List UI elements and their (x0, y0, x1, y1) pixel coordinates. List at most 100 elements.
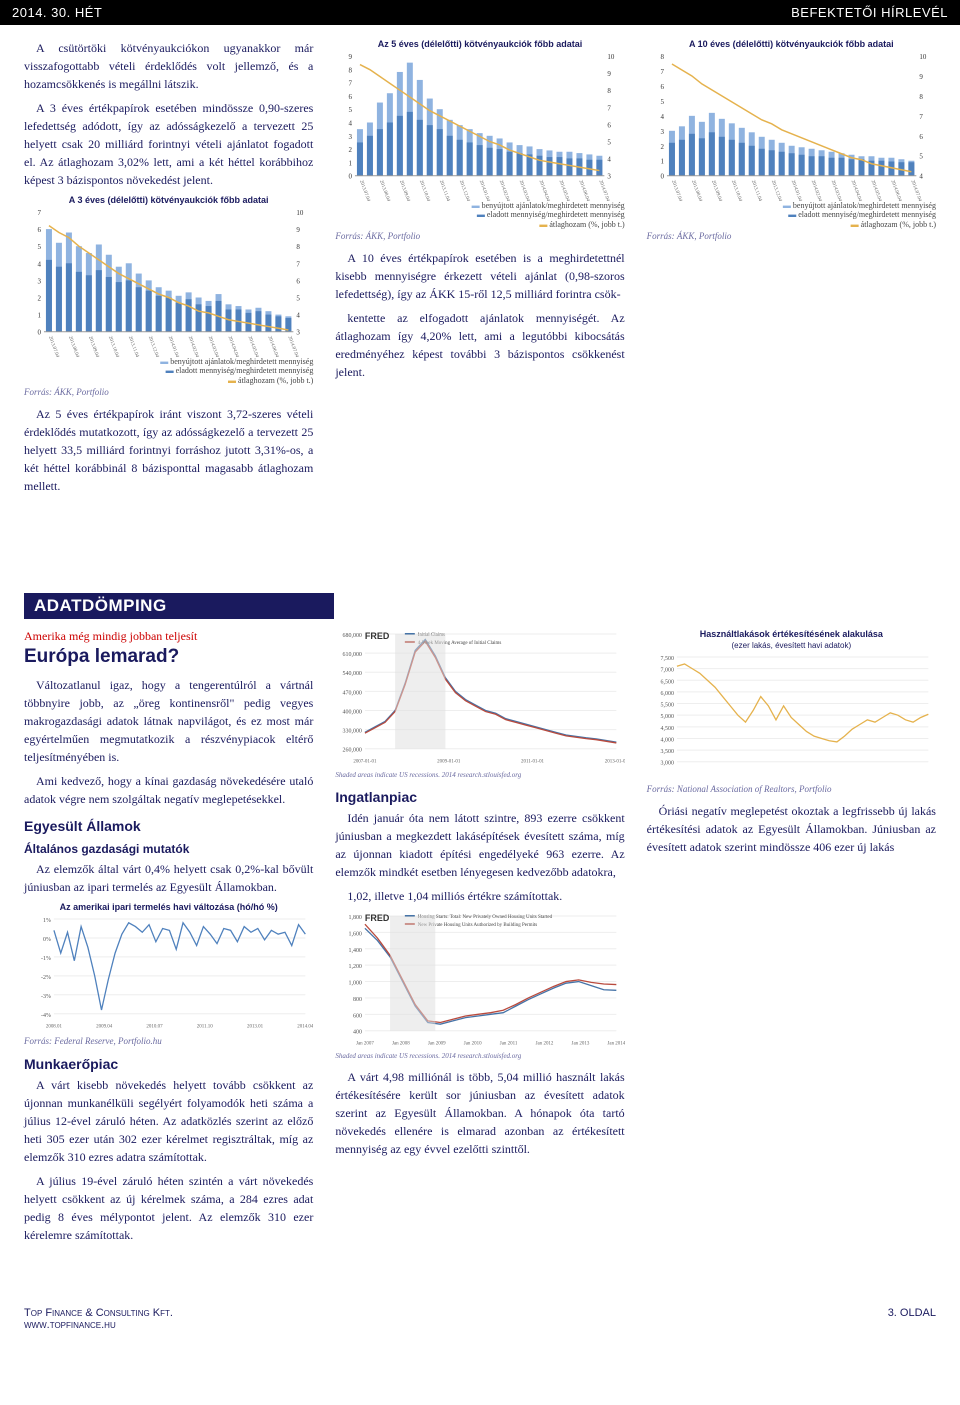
svg-text:4,000: 4,000 (660, 737, 673, 743)
chart-ipari-source: Forrás: Federal Reserve, Portfolio.hu (24, 1036, 313, 1046)
svg-text:2013.11.04: 2013.11.04 (127, 336, 139, 357)
svg-text:2014.05.04: 2014.05.04 (247, 336, 260, 357)
kicker: Amerika még mindig jobban teljesít (24, 629, 313, 644)
svg-text:6: 6 (919, 133, 923, 141)
svg-text:5: 5 (660, 98, 664, 106)
svg-text:2013.08.04: 2013.08.04 (690, 180, 703, 201)
bottom-columns: Amerika még mindig jobban teljesít Európ… (24, 629, 936, 1289)
para: Ami kedvező, hogy a kínai gazdaság növek… (24, 772, 313, 808)
svg-text:4: 4 (608, 156, 612, 164)
svg-text:2010.07: 2010.07 (146, 1025, 163, 1030)
svg-text:FRED: FRED (365, 913, 390, 923)
para: kentette az elfogadott ajánlatok mennyis… (335, 309, 624, 381)
svg-text:610,000: 610,000 (343, 652, 362, 658)
chart-existing-title: Használtlakások értékesítésének alakulás… (647, 629, 936, 639)
svg-text:800: 800 (353, 997, 362, 1003)
svg-text:5: 5 (919, 153, 923, 161)
svg-text:2014.07.04: 2014.07.04 (909, 180, 922, 201)
chart-3y-legend: ▬ benyújtott ajánlatok/meghirdetett menn… (24, 357, 313, 386)
us-sub: Általános gazdasági mutatók (24, 842, 313, 856)
svg-text:Jan 2011: Jan 2011 (500, 1041, 518, 1046)
svg-text:2009-01-01: 2009-01-01 (437, 760, 461, 765)
svg-text:9: 9 (296, 226, 300, 234)
svg-text:2011.10: 2011.10 (197, 1025, 213, 1030)
svg-text:0%: 0% (43, 937, 51, 943)
svg-text:-4%: -4% (41, 1013, 51, 1019)
section-banner: ADATDÖMPING (24, 593, 334, 619)
chart-claims-source: Shaded areas indicate US recessions. 201… (335, 771, 624, 779)
us-head: Egyesült Államok (24, 818, 313, 834)
svg-text:2014.03.04: 2014.03.04 (518, 180, 531, 201)
chart-3y-source: Forrás: ÁKK, Portfolio (24, 387, 313, 397)
svg-text:7,000: 7,000 (660, 668, 673, 674)
svg-text:6: 6 (660, 83, 664, 91)
para: A csütörtöki kötvényaukciókon ugyanakkor… (24, 39, 313, 93)
svg-text:6: 6 (296, 277, 300, 285)
svg-text:540,000: 540,000 (343, 671, 362, 677)
svg-text:2011-01-01: 2011-01-01 (521, 760, 545, 765)
svg-text:0: 0 (37, 329, 41, 337)
para: Óriási negatív meglepetést okoz­tak a le… (647, 802, 936, 856)
svg-text:2014.01.04: 2014.01.04 (478, 180, 491, 201)
svg-text:2013.11.04: 2013.11.04 (750, 180, 762, 201)
svg-text:1,600: 1,600 (349, 931, 362, 937)
svg-text:2: 2 (349, 146, 353, 154)
svg-text:0: 0 (349, 173, 353, 181)
chart-3y-svg: 012345673456789102013.07.042013.08.04201… (24, 207, 313, 357)
svg-text:3: 3 (37, 277, 41, 285)
chart-5y-legend: ▬ benyújtott ajánlatok/meghirdetett menn… (335, 201, 624, 230)
svg-text:5: 5 (608, 138, 612, 146)
chart-10y-title: A 10 éves (délelőtti) kötvényaukciók főb… (647, 39, 936, 49)
svg-text:8: 8 (919, 93, 923, 101)
svg-text:2014.02.04: 2014.02.04 (498, 180, 511, 201)
svg-text:1%: 1% (43, 918, 51, 924)
headline: Európa lemarad? (24, 646, 313, 668)
chart-10y-svg: 012345678456789102013.07.042013.08.04201… (647, 51, 936, 201)
svg-text:Jan 2014: Jan 2014 (608, 1041, 625, 1046)
page-body: A csütörtöki kötvényaukciókon ugyanakkor… (0, 25, 960, 1299)
svg-text:10: 10 (919, 53, 926, 61)
svg-text:2013.07.04: 2013.07.04 (358, 180, 371, 201)
svg-text:2014.04.04: 2014.04.04 (849, 180, 862, 201)
svg-text:Jan 2010: Jan 2010 (464, 1041, 482, 1046)
top-bar: 2014. 30. HÉT BEFEKTETŐI HÍRLEVÉL (0, 0, 960, 25)
svg-text:8: 8 (608, 87, 612, 95)
svg-text:2013.09.04: 2013.09.04 (87, 336, 100, 357)
header-left: 2014. 30. HÉT (12, 5, 102, 20)
svg-text:2014.04.04: 2014.04.04 (227, 336, 240, 357)
svg-text:2: 2 (660, 143, 664, 151)
svg-text:600: 600 (353, 1013, 362, 1019)
svg-text:7: 7 (296, 260, 300, 268)
svg-text:1,400: 1,400 (349, 947, 362, 953)
svg-text:3,000: 3,000 (660, 761, 673, 767)
svg-text:8: 8 (349, 66, 353, 74)
footer-page: 3. OLDAL (888, 1307, 936, 1331)
svg-text:Jan 2009: Jan 2009 (428, 1041, 446, 1046)
svg-text:5: 5 (296, 294, 300, 302)
svg-text:9: 9 (349, 53, 353, 61)
svg-text:2013-01-01: 2013-01-01 (605, 760, 625, 765)
svg-text:-3%: -3% (41, 994, 51, 1000)
para: A várt 4,98 milliónál is több, 5,04 mill… (335, 1068, 624, 1158)
para: A július 19-ével záruló héten szintén a … (24, 1172, 313, 1244)
svg-text:2014.05.04: 2014.05.04 (558, 180, 571, 201)
chart-existing-subtitle: (ezer lakás, évesített havi adatok) (647, 641, 936, 650)
svg-text:2013.10.04: 2013.10.04 (107, 336, 120, 357)
svg-text:2014.05.04: 2014.05.04 (869, 180, 882, 201)
svg-text:1: 1 (349, 159, 353, 167)
ingatlan-head: Ingatlanpiac (335, 789, 624, 805)
svg-text:2014.07.04: 2014.07.04 (286, 336, 299, 357)
svg-text:400,000: 400,000 (343, 709, 362, 715)
para: Idén január óta nem látott szintre, 893 … (335, 809, 624, 881)
svg-text:Jan 2008: Jan 2008 (392, 1041, 410, 1046)
svg-text:5,500: 5,500 (660, 703, 673, 709)
svg-text:2013.01: 2013.01 (247, 1025, 264, 1030)
chart-claims-svg: 260,000330,000400,000470,000540,000610,0… (335, 629, 624, 769)
svg-text:5: 5 (37, 243, 41, 251)
svg-text:1,800: 1,800 (349, 915, 362, 921)
svg-text:7: 7 (608, 104, 612, 112)
footer-url: www.topfinance.hu (24, 1319, 173, 1331)
svg-text:2014.02.04: 2014.02.04 (187, 336, 200, 357)
svg-text:7: 7 (660, 68, 664, 76)
chart-existing-svg: 3,0003,5004,0004,5005,0005,5006,0006,500… (647, 652, 936, 782)
